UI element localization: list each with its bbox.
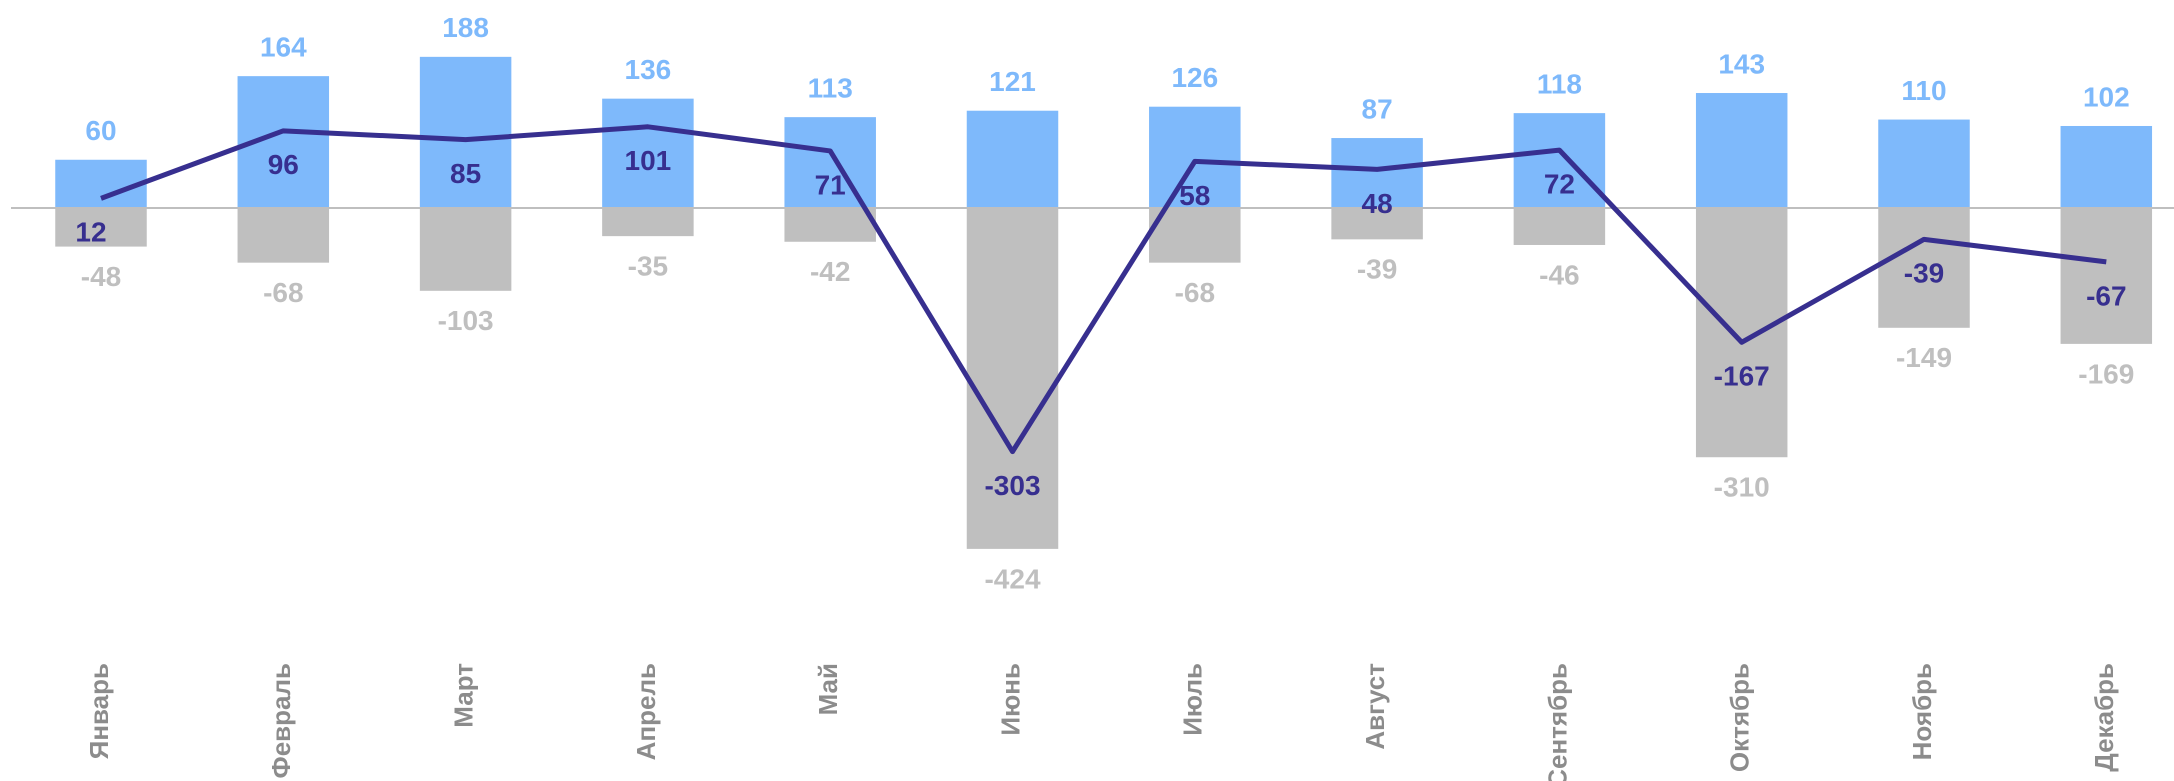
- value-label: -39: [1357, 254, 1397, 285]
- value-label: 102: [2083, 81, 2130, 112]
- x-tick-label: Декабрь: [2089, 663, 2119, 772]
- bar: [2060, 125, 2153, 208]
- bar: [2060, 208, 2153, 344]
- value-label: 188: [442, 12, 489, 43]
- net-label: -67: [2086, 280, 2126, 311]
- net-line: [100, 124, 2107, 455]
- bar: [1149, 106, 1241, 208]
- value-label: -149: [1896, 342, 1952, 373]
- value-label: 126: [1171, 62, 1218, 93]
- value-label: -310: [1714, 472, 1770, 503]
- x-tick-label: Март: [448, 663, 478, 728]
- x-tick-label: Февраль: [266, 663, 296, 778]
- value-label: -169: [2078, 358, 2134, 389]
- value-label: -48: [81, 261, 121, 292]
- net-label: 12: [75, 217, 106, 248]
- value-label: 87: [1362, 93, 1393, 124]
- x-tick-label: Июнь: [995, 663, 1025, 736]
- x-tick-label: Август: [1360, 663, 1390, 750]
- x-tick-label: Ноябрь: [1907, 663, 1937, 760]
- net-label: -39: [1904, 258, 1944, 289]
- value-label: -46: [1539, 259, 1579, 290]
- value-label: -42: [810, 256, 850, 287]
- x-tick-label: Июль: [1178, 663, 1208, 736]
- bar: [55, 159, 147, 208]
- value-label: -35: [628, 251, 668, 282]
- value-label: 110: [1901, 75, 1946, 106]
- value-label: -424: [984, 563, 1040, 594]
- value-label: 121: [989, 66, 1036, 97]
- bar: [237, 208, 330, 263]
- bar: [419, 56, 512, 209]
- net-label: -167: [1714, 361, 1770, 392]
- bar: [784, 117, 876, 208]
- value-label: 118: [1537, 69, 1582, 100]
- bar: [1513, 208, 1606, 245]
- value-label: 113: [808, 73, 853, 104]
- x-tick-label: Май: [813, 663, 843, 715]
- net-label: 48: [1362, 188, 1393, 219]
- bar: [1331, 208, 1423, 240]
- bar: [1878, 208, 1970, 328]
- bar: [784, 208, 876, 242]
- bar: [1695, 93, 1788, 208]
- net-label: 85: [450, 158, 481, 189]
- bar: [966, 110, 1059, 208]
- x-tick-label: Октябрь: [1725, 663, 1755, 772]
- bar: [1878, 119, 1970, 208]
- bar: [55, 208, 147, 247]
- bar: [602, 208, 694, 237]
- value-label: -103: [438, 305, 494, 336]
- value-label: 60: [85, 115, 116, 146]
- x-tick-label: Январь: [84, 663, 114, 759]
- bar: [1513, 113, 1606, 208]
- bar: [1149, 208, 1241, 263]
- net-label: 96: [268, 149, 299, 180]
- value-label: -68: [263, 277, 303, 308]
- bar: [419, 208, 512, 291]
- net-label: 71: [815, 169, 846, 200]
- bar: [602, 98, 694, 208]
- net-label: 101: [625, 145, 672, 176]
- value-label: 164: [260, 32, 307, 63]
- bar: [1331, 138, 1423, 208]
- value-label: -68: [1175, 277, 1215, 308]
- net-label: -303: [984, 470, 1040, 501]
- x-tick-label: Апрель: [631, 663, 661, 760]
- x-tick-label: Сентябрь: [1542, 663, 1572, 781]
- net-label: 58: [1179, 180, 1210, 211]
- bar: [966, 208, 1059, 549]
- net-label: 72: [1544, 169, 1575, 200]
- value-label: 143: [1718, 48, 1765, 79]
- value-label: 136: [625, 54, 672, 85]
- bar: [1695, 208, 1788, 458]
